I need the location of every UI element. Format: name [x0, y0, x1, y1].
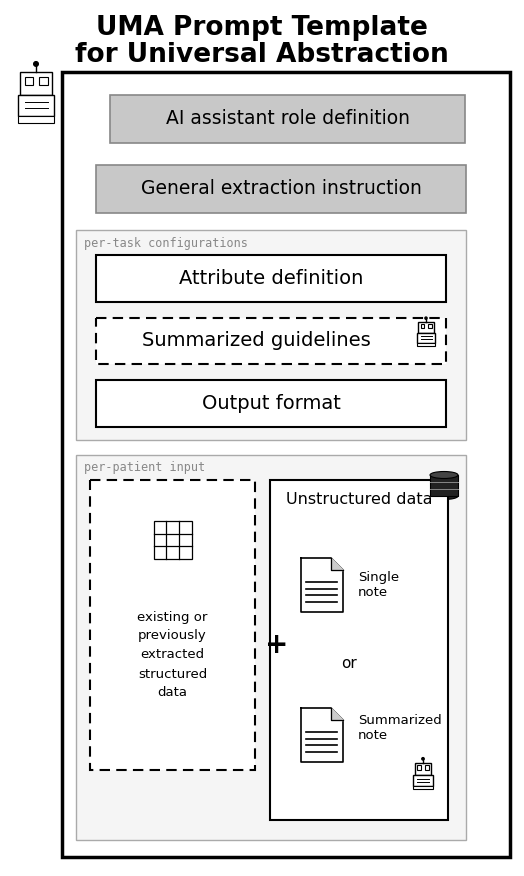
- Bar: [270, 480, 448, 820]
- Text: UMA Prompt Template: UMA Prompt Template: [96, 15, 428, 41]
- Bar: [96, 318, 446, 364]
- Polygon shape: [301, 558, 343, 612]
- Bar: [154, 521, 191, 559]
- Bar: [25, 76, 32, 85]
- Text: General extraction instruction: General extraction instruction: [140, 180, 421, 199]
- Bar: [62, 72, 510, 857]
- Text: Output format: Output format: [202, 394, 341, 413]
- Bar: [76, 230, 466, 440]
- Bar: [76, 455, 466, 840]
- Bar: [413, 786, 433, 789]
- Text: Summarized guidelines: Summarized guidelines: [141, 331, 370, 350]
- Bar: [18, 116, 54, 123]
- Text: or: or: [341, 655, 357, 670]
- Text: for Universal Abstraction: for Universal Abstraction: [75, 42, 449, 68]
- Bar: [420, 324, 424, 328]
- Text: Attribute definition: Attribute definition: [179, 269, 363, 288]
- Bar: [18, 95, 54, 116]
- Bar: [428, 324, 431, 328]
- Circle shape: [422, 758, 424, 760]
- Bar: [430, 475, 458, 496]
- Bar: [90, 480, 255, 770]
- Bar: [96, 255, 446, 302]
- Bar: [20, 72, 52, 95]
- Bar: [96, 380, 446, 427]
- Bar: [425, 766, 429, 770]
- Text: per-task configurations: per-task configurations: [84, 237, 248, 250]
- Ellipse shape: [430, 492, 458, 499]
- Bar: [413, 775, 433, 786]
- Polygon shape: [331, 708, 343, 720]
- Bar: [417, 766, 421, 770]
- Text: Single
note: Single note: [358, 571, 399, 599]
- Text: +: +: [265, 631, 289, 659]
- Bar: [96, 165, 466, 213]
- Text: Unstructured data: Unstructured data: [286, 492, 432, 507]
- Text: per-patient input: per-patient input: [84, 462, 205, 475]
- Bar: [417, 343, 435, 346]
- Bar: [417, 333, 435, 343]
- Ellipse shape: [430, 471, 458, 478]
- Bar: [110, 95, 465, 143]
- Text: AI assistant role definition: AI assistant role definition: [166, 110, 409, 129]
- Text: Summarized
note: Summarized note: [358, 714, 442, 742]
- Bar: [418, 322, 434, 333]
- Polygon shape: [301, 708, 343, 762]
- Text: existing or
previously
extracted
structured
data: existing or previously extracted structu…: [137, 611, 208, 700]
- Circle shape: [34, 61, 38, 67]
- Circle shape: [425, 317, 427, 319]
- Bar: [414, 763, 431, 775]
- Polygon shape: [331, 558, 343, 570]
- Bar: [39, 76, 48, 85]
